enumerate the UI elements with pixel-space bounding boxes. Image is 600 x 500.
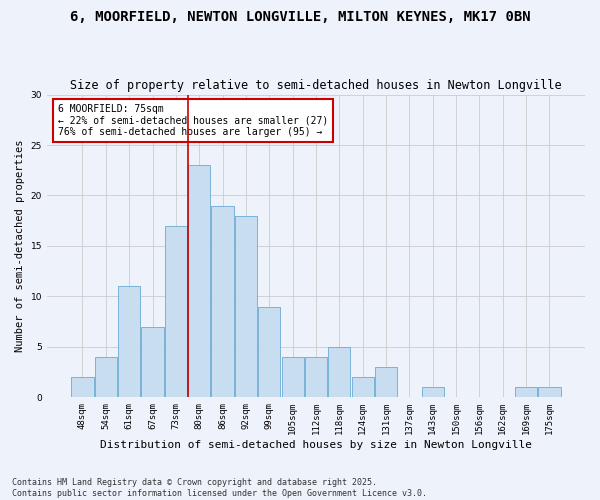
Bar [235, 216, 257, 398]
Bar [165, 226, 187, 398]
Bar [211, 206, 233, 398]
Text: 6 MOORFIELD: 75sqm
← 22% of semi-detached houses are smaller (27)
76% of semi-de: 6 MOORFIELD: 75sqm ← 22% of semi-detache… [58, 104, 328, 137]
Bar [422, 387, 444, 398]
Bar [258, 306, 280, 398]
Text: 6, MOORFIELD, NEWTON LONGVILLE, MILTON KEYNES, MK17 0BN: 6, MOORFIELD, NEWTON LONGVILLE, MILTON K… [70, 10, 530, 24]
Bar [95, 357, 117, 398]
Bar [352, 377, 374, 398]
Bar [188, 165, 211, 398]
X-axis label: Distribution of semi-detached houses by size in Newton Longville: Distribution of semi-detached houses by … [100, 440, 532, 450]
Y-axis label: Number of semi-detached properties: Number of semi-detached properties [15, 140, 25, 352]
Bar [515, 387, 537, 398]
Bar [71, 377, 94, 398]
Bar [328, 347, 350, 398]
Bar [281, 357, 304, 398]
Bar [375, 367, 397, 398]
Text: Contains HM Land Registry data © Crown copyright and database right 2025.
Contai: Contains HM Land Registry data © Crown c… [12, 478, 427, 498]
Bar [142, 326, 164, 398]
Bar [118, 286, 140, 398]
Bar [305, 357, 327, 398]
Title: Size of property relative to semi-detached houses in Newton Longville: Size of property relative to semi-detach… [70, 79, 562, 92]
Bar [538, 387, 560, 398]
